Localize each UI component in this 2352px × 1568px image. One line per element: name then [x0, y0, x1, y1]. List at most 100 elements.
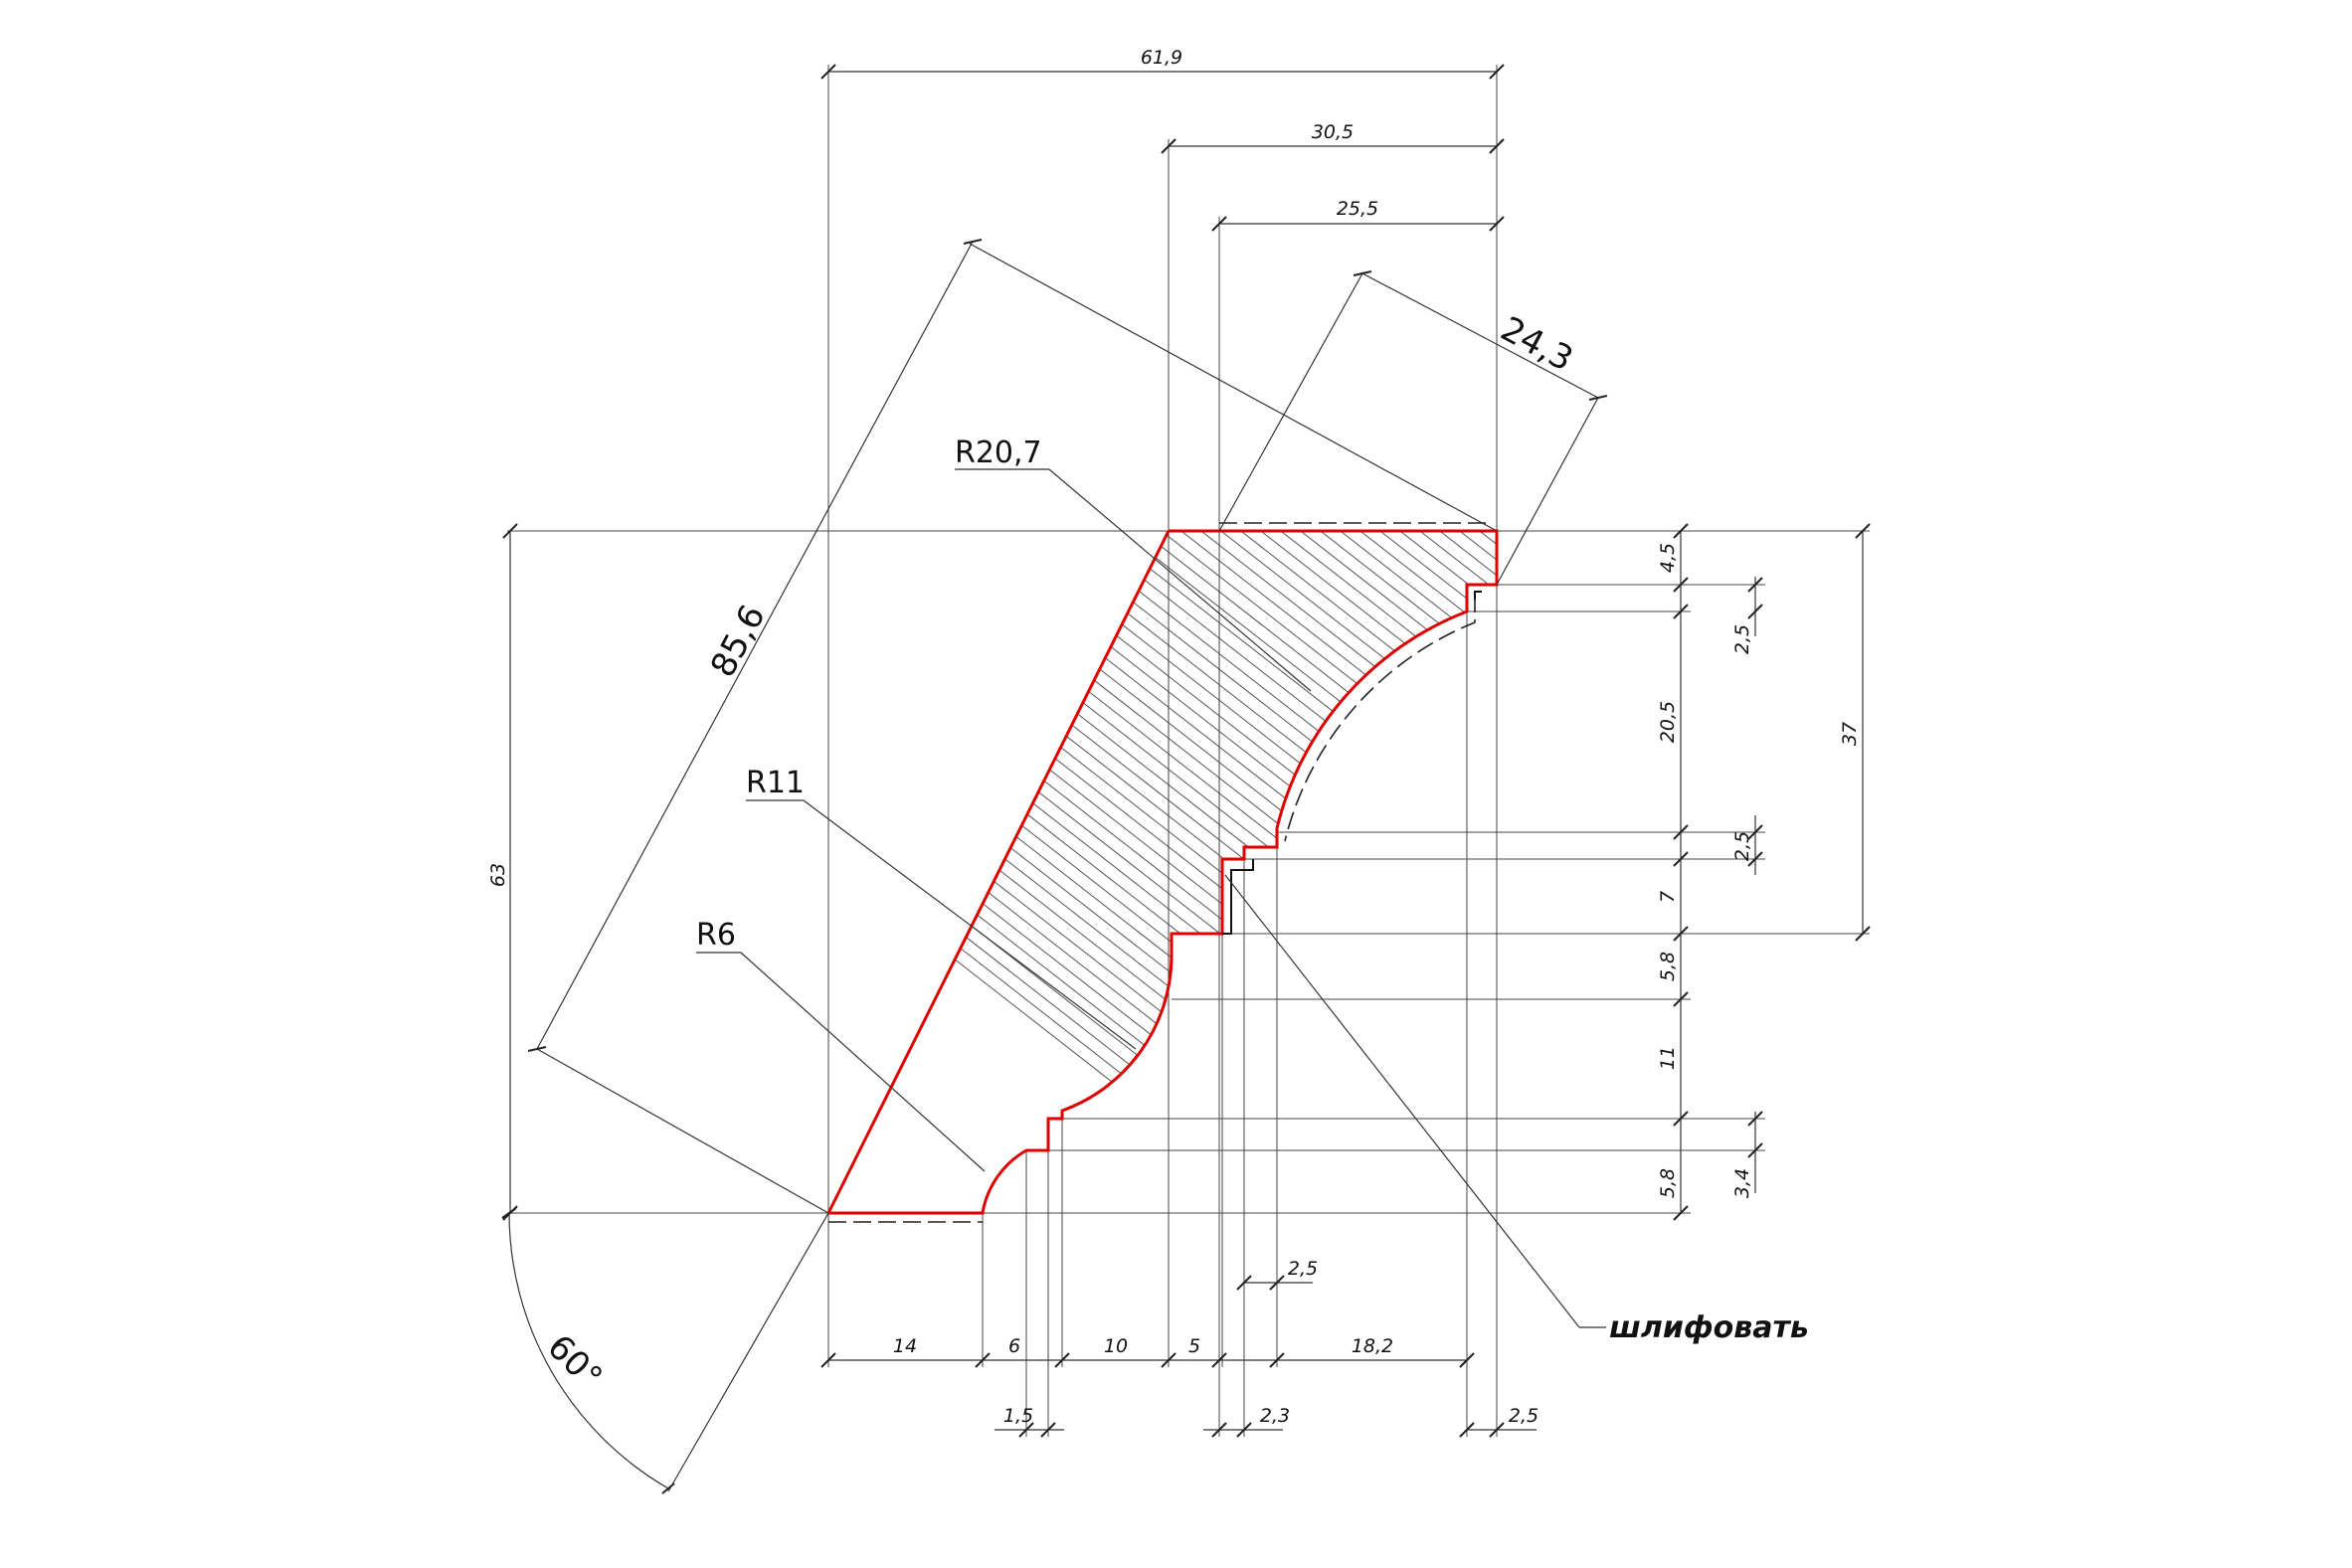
hatch-line [828, 531, 1314, 1146]
angle-60: 60° [539, 1327, 610, 1398]
hatch-line [1332, 531, 1497, 1146]
hatch-line [1352, 531, 1497, 1146]
radius-r20-7: R20,7 [955, 436, 1042, 470]
hatch-line [1591, 447, 2352, 1145]
hatch-line [1969, 447, 2352, 1145]
hatch-line [934, 531, 1497, 1146]
hatch-line [828, 531, 1354, 1146]
hatch-line [1770, 447, 2352, 1145]
dim-5-8-lower: 5,8 [1657, 1168, 1679, 1198]
dim-10: 10 [1104, 1335, 1128, 1357]
extension-lines [507, 65, 1870, 1437]
dim-61-9: 61,9 [1141, 47, 1182, 69]
hatch-line [1810, 447, 2352, 1145]
hatch-line [828, 531, 1194, 1146]
hatch-line [828, 531, 1274, 1146]
hatch-line [828, 531, 1497, 1146]
hatch-line [828, 531, 1413, 1146]
hatch-line [1631, 447, 2352, 1145]
dim-18-2: 18,2 [1352, 1335, 1393, 1357]
hatch-line [828, 531, 1433, 1146]
hatch-line [1073, 531, 1497, 1146]
hatch-line [1113, 531, 1497, 1146]
dim-20-5: 20,5 [1657, 701, 1679, 743]
hatch-line [828, 531, 1334, 1146]
hatch-line [1153, 531, 1497, 1146]
dim-2-5-b: 2,5 [1731, 831, 1753, 861]
hatch-line [1133, 531, 1497, 1146]
hatch-line [1870, 447, 2352, 1145]
hatch-line [894, 531, 1497, 1146]
dim-25-5: 25,5 [1337, 198, 1378, 220]
hatch-line [1252, 531, 1497, 1146]
hatch-line [1929, 447, 2352, 1145]
hatch-line [828, 531, 1453, 1146]
hatch-line [1471, 531, 1497, 1146]
section-hatching [828, 447, 2352, 1146]
hatch-line [1173, 531, 1497, 1146]
hatch-line [1491, 531, 1497, 1146]
hatch-line [828, 531, 1493, 1146]
dim-37: 37 [1839, 722, 1861, 746]
dim-24-3: 24,3 [1494, 309, 1579, 380]
hatch-line [834, 531, 1497, 1146]
hatch-line [1750, 447, 2352, 1145]
hatch-line [1830, 447, 2352, 1145]
hatch-line [1890, 447, 2352, 1145]
hatch-line [1909, 447, 2352, 1145]
hatch-line [828, 531, 1497, 1146]
hatch-line [1292, 531, 1497, 1146]
hatch-line [1691, 447, 2352, 1145]
dim-85-6: 85,6 [703, 599, 774, 684]
dim-14: 14 [893, 1335, 917, 1357]
hatch-line [1790, 447, 2352, 1145]
hatch-line [874, 531, 1497, 1146]
hatch-line [828, 531, 1393, 1146]
radius-r6: R6 [696, 918, 736, 953]
leader-lines [696, 468, 1606, 1328]
dim-63: 63 [487, 863, 509, 887]
dim-11: 11 [1657, 1046, 1679, 1070]
hatch-line [828, 531, 1497, 1146]
hatch-line [1571, 447, 2352, 1145]
dim-6: 6 [1008, 1335, 1020, 1357]
hatch-line [1192, 531, 1497, 1146]
hatch-line [828, 531, 1234, 1146]
hatch-line [828, 531, 1254, 1146]
dim-7: 7 [1657, 891, 1679, 903]
dim-3-4: 3,4 [1731, 1168, 1753, 1198]
hatch-line [1512, 447, 2352, 1145]
hatch-line [1431, 531, 1497, 1146]
hatch-line [1411, 531, 1497, 1146]
dim-5: 5 [1188, 1335, 1200, 1357]
hatch-line [2009, 447, 2352, 1145]
dim-2-5-mid: 2,5 [1288, 1258, 1318, 1280]
hatch-line [994, 531, 1497, 1146]
hatch-line [1949, 447, 2352, 1145]
hatch-line [1850, 447, 2352, 1145]
profile-outline [826, 522, 1499, 1223]
hatch-line [1212, 531, 1497, 1146]
hatch-line [1093, 531, 1497, 1146]
dimension-lines [501, 64, 1871, 1494]
hatch-line [1989, 447, 2352, 1145]
hatch-line [1671, 447, 2352, 1145]
hatch-line [854, 531, 1497, 1146]
hatch-line [2069, 447, 2352, 1145]
hatch-line [1232, 531, 1497, 1146]
hatch-line [828, 531, 1497, 1146]
hatch-line [1711, 447, 2352, 1145]
hatch-line [974, 531, 1497, 1146]
dim-4-5: 4,5 [1657, 543, 1679, 573]
hatch-line [1451, 531, 1497, 1146]
hatch-line [1371, 531, 1497, 1146]
hatch-line [2029, 447, 2352, 1145]
hatch-line [1651, 447, 2352, 1145]
hatch-line [828, 531, 1473, 1146]
dim-1-5: 1,5 [1003, 1405, 1033, 1427]
dim-5-8-upper: 5,8 [1657, 952, 1679, 981]
dim-2-3: 2,3 [1260, 1405, 1290, 1427]
hatch-line [828, 531, 1497, 1146]
hatch-line [828, 531, 1497, 1146]
